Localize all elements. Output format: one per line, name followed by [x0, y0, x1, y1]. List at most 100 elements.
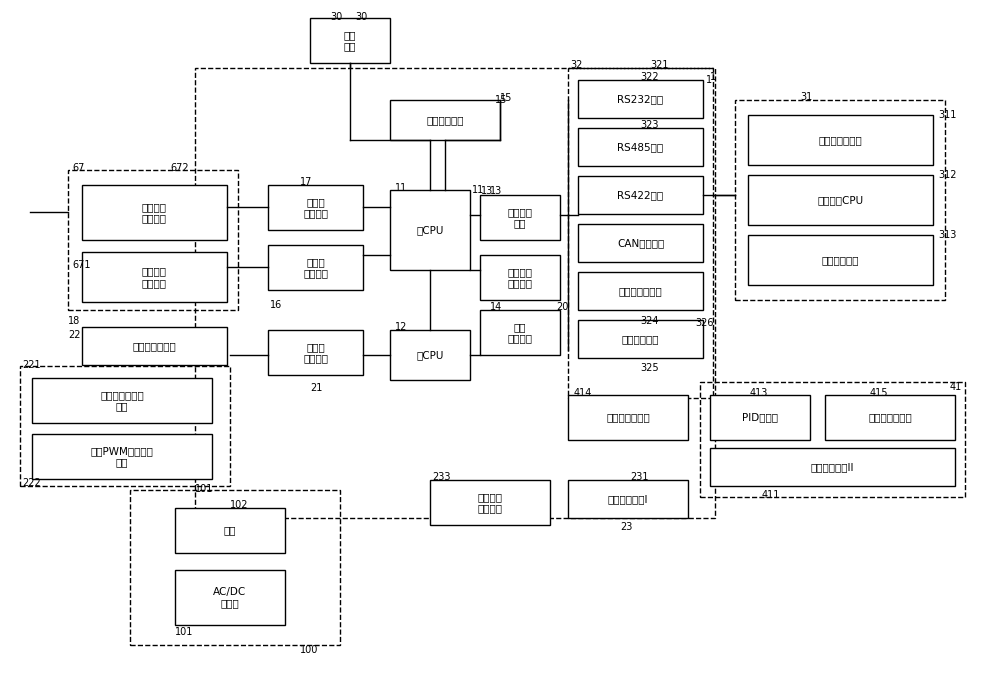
- FancyBboxPatch shape: [578, 224, 703, 262]
- FancyBboxPatch shape: [578, 176, 703, 214]
- Text: 安全控制装置II: 安全控制装置II: [811, 462, 854, 472]
- Text: 模拟信号
输出装置: 模拟信号 输出装置: [142, 202, 167, 223]
- Text: 模拟信号
输入装置: 模拟信号 输入装置: [142, 266, 167, 288]
- Text: 414: 414: [574, 388, 592, 398]
- Text: 开关
输出接口: 开关 输出接口: [508, 322, 532, 343]
- Text: 30: 30: [355, 12, 367, 22]
- FancyBboxPatch shape: [480, 255, 560, 300]
- Text: 31: 31: [800, 92, 812, 102]
- Text: 20: 20: [556, 302, 568, 312]
- Text: 100: 100: [300, 645, 318, 655]
- Text: 671: 671: [72, 260, 90, 270]
- Text: 67: 67: [72, 163, 84, 173]
- Text: 32: 32: [570, 60, 582, 70]
- Text: 13: 13: [481, 186, 493, 196]
- FancyBboxPatch shape: [578, 320, 703, 358]
- FancyBboxPatch shape: [578, 80, 703, 118]
- Text: 21: 21: [310, 383, 322, 393]
- FancyBboxPatch shape: [390, 100, 500, 140]
- Text: 连续PWM信号输入
模块: 连续PWM信号输入 模块: [91, 445, 153, 467]
- FancyBboxPatch shape: [710, 448, 955, 486]
- Text: 开关量
输入接口: 开关量 输入接口: [303, 341, 328, 363]
- Text: 模拟量
输出接口: 模拟量 输出接口: [303, 197, 328, 218]
- Text: 数字模拟转换器: 数字模拟转换器: [606, 413, 650, 422]
- Text: AC/DC
转换器: AC/DC 转换器: [213, 587, 247, 609]
- FancyBboxPatch shape: [82, 327, 227, 365]
- Text: 413: 413: [750, 388, 768, 398]
- FancyBboxPatch shape: [390, 190, 470, 270]
- Text: 通信总线
接口: 通信总线 接口: [508, 207, 532, 228]
- Text: 323: 323: [640, 120, 658, 130]
- FancyBboxPatch shape: [175, 570, 285, 625]
- Text: 模拟量
输入接口: 模拟量 输入接口: [303, 256, 328, 278]
- Text: 30: 30: [330, 12, 342, 22]
- FancyBboxPatch shape: [578, 128, 703, 166]
- Text: RS422接口: RS422接口: [617, 190, 664, 200]
- FancyBboxPatch shape: [32, 378, 212, 423]
- Text: 101: 101: [175, 627, 193, 637]
- Text: 显示单元CPU: 显示单元CPU: [817, 195, 864, 205]
- FancyBboxPatch shape: [268, 185, 363, 230]
- Text: 移动通信模块: 移动通信模块: [622, 334, 659, 344]
- Text: 41: 41: [950, 382, 962, 392]
- FancyBboxPatch shape: [578, 272, 703, 310]
- Text: 672: 672: [170, 163, 189, 173]
- Text: 13: 13: [490, 186, 502, 196]
- Text: 312: 312: [938, 170, 956, 180]
- Text: 415: 415: [870, 388, 889, 398]
- Text: 18: 18: [68, 316, 80, 326]
- Text: 221: 221: [22, 360, 41, 370]
- Text: 322: 322: [640, 72, 659, 82]
- Text: 311: 311: [938, 110, 956, 120]
- Text: 副CPU: 副CPU: [416, 350, 444, 360]
- FancyBboxPatch shape: [825, 395, 955, 440]
- Text: 1: 1: [706, 75, 712, 85]
- Text: 14: 14: [490, 302, 502, 312]
- Text: 233: 233: [432, 472, 450, 482]
- Text: 22: 22: [68, 330, 80, 340]
- FancyBboxPatch shape: [390, 330, 470, 380]
- FancyBboxPatch shape: [748, 175, 933, 225]
- Text: CAN总线接口: CAN总线接口: [617, 238, 664, 248]
- FancyBboxPatch shape: [430, 480, 550, 525]
- Text: 326: 326: [695, 318, 714, 328]
- Text: 101: 101: [195, 484, 213, 494]
- FancyBboxPatch shape: [568, 480, 688, 518]
- Text: PID控制器: PID控制器: [742, 413, 778, 422]
- Text: 102: 102: [230, 500, 248, 510]
- FancyBboxPatch shape: [268, 330, 363, 375]
- Text: 按键输入装置: 按键输入装置: [822, 255, 859, 265]
- Text: 串口总线
输出接口: 串口总线 输出接口: [508, 267, 532, 288]
- FancyBboxPatch shape: [748, 235, 933, 285]
- Text: 1: 1: [710, 72, 716, 82]
- Text: 11: 11: [395, 183, 407, 193]
- Text: 比例驱动放大器: 比例驱动放大器: [868, 413, 912, 422]
- FancyBboxPatch shape: [175, 508, 285, 553]
- FancyBboxPatch shape: [480, 310, 560, 355]
- Text: 313: 313: [938, 230, 956, 240]
- FancyBboxPatch shape: [710, 395, 810, 440]
- Text: 411: 411: [762, 490, 780, 500]
- Text: 电源: 电源: [224, 526, 236, 536]
- Text: 324: 324: [640, 316, 658, 326]
- Text: 325: 325: [640, 363, 659, 373]
- FancyBboxPatch shape: [480, 195, 560, 240]
- Text: RS232接口: RS232接口: [617, 94, 664, 104]
- Text: 数据存储模块: 数据存储模块: [426, 115, 464, 125]
- Text: 12: 12: [395, 322, 407, 332]
- Text: 主CPU: 主CPU: [416, 225, 444, 235]
- Text: 互联网通信接口: 互联网通信接口: [619, 286, 662, 296]
- FancyBboxPatch shape: [82, 252, 227, 302]
- Text: 11: 11: [472, 185, 484, 195]
- Text: 安全控制装置I: 安全控制装置I: [608, 494, 648, 504]
- FancyBboxPatch shape: [82, 185, 227, 240]
- Text: 开关功率
驱动模块: 开关功率 驱动模块: [478, 492, 503, 513]
- Text: 防瞬间掉电装置: 防瞬间掉电装置: [133, 341, 176, 351]
- FancyBboxPatch shape: [568, 395, 688, 440]
- Text: 16: 16: [270, 300, 282, 310]
- Text: 231: 231: [630, 472, 648, 482]
- FancyBboxPatch shape: [268, 245, 363, 290]
- Text: 222: 222: [22, 478, 41, 488]
- FancyBboxPatch shape: [748, 115, 933, 165]
- Text: 普通开关量输入
模块: 普通开关量输入 模块: [100, 390, 144, 411]
